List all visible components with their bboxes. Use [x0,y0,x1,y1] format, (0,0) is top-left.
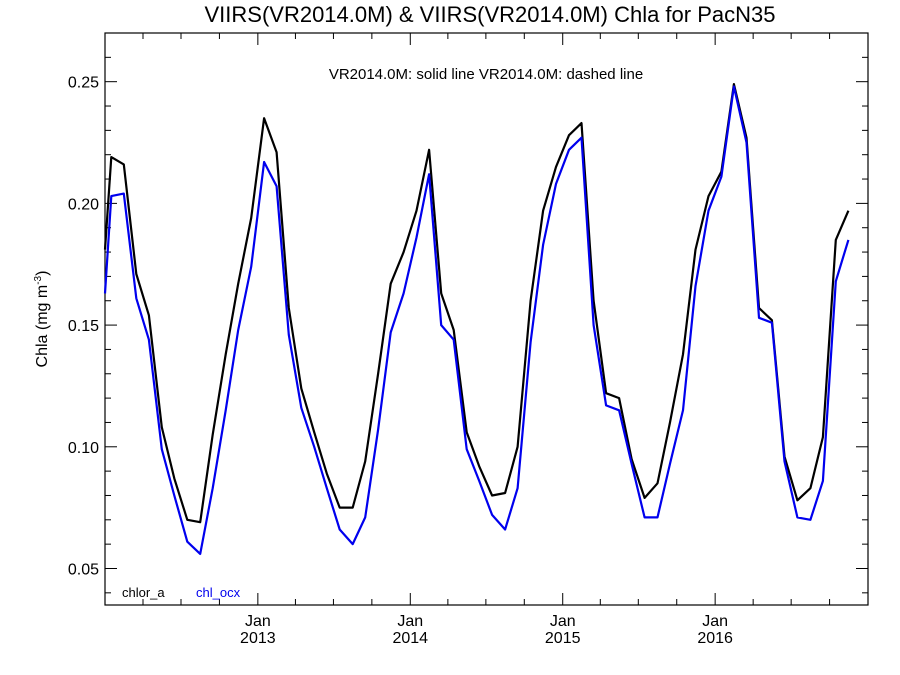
x-tick-month-label: Jan [702,613,728,630]
x-tick-year-label: 2016 [697,630,733,647]
legend: chlor_a chl_ocx [122,585,241,600]
y-axis-label-close: ) [34,271,51,276]
x-tick-year-label: 2013 [240,630,276,647]
line-style-annotation: VR2014.0M: solid line VR2014.0M: dashed … [329,66,643,83]
chart-title: VIIRS(VR2014.0M) & VIIRS(VR2014.0M) Chla… [204,2,775,27]
y-tick-label: 0.05 [68,561,99,578]
x-tick-month-label: Jan [397,613,423,630]
x-tick-year-label: 2014 [392,630,428,647]
y-tick-label: 0.20 [68,196,99,213]
y-axis-ticks: 0.05 0.10 0.15 0.20 0.25 [68,56,868,594]
plot-frame [104,32,869,606]
series-lines [103,82,850,556]
x-axis-minor-ticks [142,33,831,605]
y-tick-label: 0.10 [68,440,99,457]
y-tick-label: 0.25 [68,75,99,92]
x-tick-month-label: Jan [245,613,271,630]
x-tick-year-label: 2015 [545,630,581,647]
y-axis-label: Chla (mg m-3) [33,271,51,368]
legend-entry-chlor-a: chlor_a [122,585,165,600]
series-line-chl-ocx [103,85,850,556]
y-axis-label-main: Chla (mg m [34,285,51,368]
y-axis-label-superscript: -3 [33,275,44,284]
x-tick-month-label: Jan [550,613,576,630]
legend-entry-chl-ocx: chl_ocx [196,585,241,600]
y-tick-label: 0.15 [68,318,99,335]
series-line-chlor-a [103,82,850,524]
